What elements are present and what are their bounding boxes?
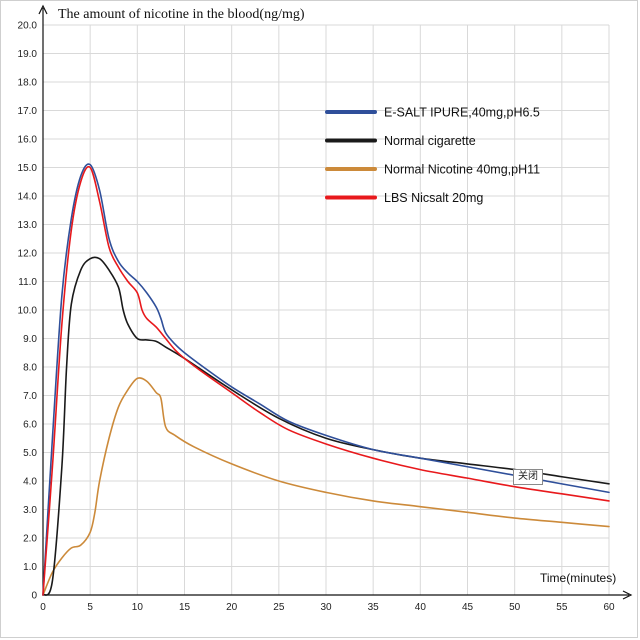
y-tick-label: 3.0 [23, 505, 37, 516]
x-tick-label: 45 [462, 602, 474, 613]
x-tick-label: 50 [509, 602, 521, 613]
x-tick-label: 0 [40, 602, 46, 613]
y-tick-label: 11.0 [18, 277, 37, 288]
y-tick-label: 19.0 [18, 49, 38, 60]
y-tick-label: 9.0 [23, 334, 37, 345]
y-tick-label: 18.0 [18, 78, 38, 89]
legend: E-SALT IPURE,40mg,pH6.5 Normal cigarette N… [325, 106, 540, 205]
axes [38, 4, 633, 600]
close-button[interactable]: 关闭 [513, 469, 543, 485]
y-tick-label: 15.0 [18, 163, 38, 174]
legend-label: E-SALT IPURE,40mg,pH6.5 [384, 106, 540, 120]
y-axis-title: The amount of nicotine in the blood(ng/m… [58, 7, 305, 22]
y-tick-label: 12.0 [18, 249, 38, 260]
series-line-normal-nicotine-40mg-ph11 [42, 377, 610, 596]
tick-labels: 0 1.0 2.0 3.0 4.0 5.0 6.0 7.0 8.0 9.0 10.0 11.0 12.0… [18, 21, 615, 614]
y-tick-label: 7.0 [23, 391, 37, 402]
x-tick-label: 25 [273, 602, 285, 613]
x-tick-label: 20 [226, 602, 238, 613]
x-tick-label: 60 [603, 602, 615, 613]
y-tick-label: 2.0 [23, 534, 37, 545]
x-tick-label: 35 [368, 602, 380, 613]
x-tick-label: 40 [415, 602, 427, 613]
y-axis-arrow [38, 4, 48, 15]
y-tick-label: 5.0 [23, 448, 37, 459]
series-line-e-salt-ipure-40mg-ph6-5 [42, 163, 610, 596]
x-tick-label: 10 [132, 602, 144, 613]
x-axis-arrow [622, 590, 633, 600]
y-tick-label: 4.0 [23, 477, 37, 488]
y-tick-label: 1.0 [23, 562, 37, 573]
x-axis-title: Time(minutes) [540, 571, 616, 585]
y-tick-label: 16.0 [18, 135, 38, 146]
y-tick-label: 20.0 [18, 21, 38, 32]
legend-label: LBS Nicsalt 20mg [384, 191, 483, 205]
legend-label: Normal Nicotine 40mg,pH11 [384, 163, 540, 177]
y-tick-label: 10.0 [18, 306, 38, 317]
y-tick-label: 6.0 [23, 420, 37, 431]
y-tick-label: 17.0 [18, 106, 38, 117]
y-tick-label: 13.0 [18, 220, 38, 231]
series-lines [42, 163, 610, 596]
x-tick-label: 15 [179, 602, 191, 613]
legend-label: Normal cigarette [384, 134, 476, 148]
x-tick-label: 30 [320, 602, 332, 613]
series-line-lbs-nicsalt-20mg [42, 165, 610, 596]
y-tick-label: 0 [31, 591, 37, 602]
x-tick-label: 5 [87, 602, 93, 613]
x-tick-label: 55 [556, 602, 568, 613]
y-tick-label: 14.0 [18, 192, 38, 203]
y-tick-label: 8.0 [23, 363, 37, 374]
